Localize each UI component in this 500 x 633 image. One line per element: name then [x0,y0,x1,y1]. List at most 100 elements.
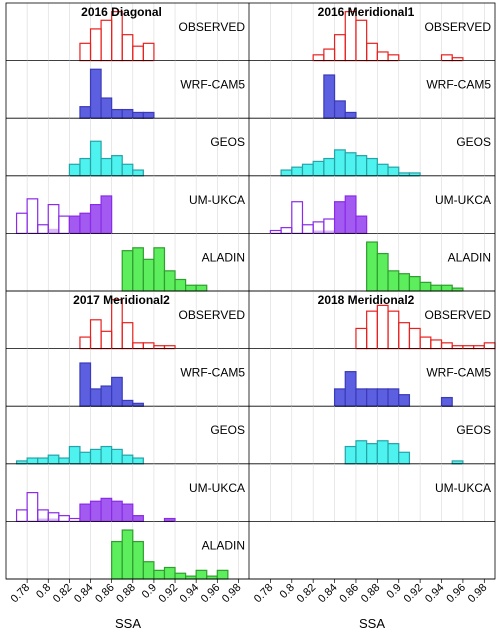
model-label-1-3: UM-UKCA [435,193,491,207]
bar-2-3-9 [111,500,123,522]
bar-2-3-11 [132,515,144,523]
bar-2-4-9 [206,575,218,580]
bar-2-3-6 [79,503,92,522]
bar-1-1-2 [344,111,357,119]
x-tick-label-3-8: 0.94 [423,582,447,606]
bar-2-0-4 [121,322,134,350]
bar-1-4-8 [451,287,464,292]
bar-3-0-1 [366,310,378,350]
bar-3-1-7 [440,396,453,407]
bar-0-1-5 [132,111,144,119]
bar-3-0-12 [483,342,496,350]
bar-2-1-2 [100,385,113,407]
bar-2-0-0 [79,336,92,350]
bar-0-4-0 [121,250,134,292]
x-tick-label-2-2: 0.82 [51,582,75,606]
bar-light-2-3-0 [37,518,49,522]
bar-1-3-0 [269,229,282,235]
bar-3-1-1 [344,371,357,407]
bar-1-2-7 [355,155,368,177]
bar-1-3-3 [301,224,314,234]
bar-2-1-1 [89,388,102,407]
bar-0-4-3 [153,247,166,292]
model-label-2-2: GEOS [210,423,245,437]
panel-title-1: 2016 Meridional1 [318,5,415,19]
bar-3-0-11 [473,345,485,350]
bar-3-0-2 [376,304,389,350]
x-tick-label-3-6: 0.9 [385,582,404,601]
bar-2-0-7 [153,345,166,350]
bar-2-4-2 [132,540,144,580]
bar-1-3-7 [344,195,357,235]
bar-1-0-5 [366,42,378,62]
bar-3-2-4 [387,443,400,465]
bar-0-4-1 [132,247,144,292]
bar-1-4-3 [398,273,411,292]
bar-3-2-2 [366,443,378,465]
bar-1-3-8 [355,215,368,234]
bar-2-2-5 [68,445,81,465]
bar-1-1-1 [333,100,346,119]
x-tick-label-2-5: 0.88 [114,582,138,606]
bar-1-0-2 [333,34,346,62]
bar-2-2-11 [132,457,144,465]
panel-3: OBSERVED WRF-CAM5 GEOS UM-UKCA 2018 Meridion… [249,291,496,606]
bar-2-3-0 [15,509,28,523]
bar-0-1-4 [121,108,134,119]
bar-2-0-5 [132,342,144,350]
model-label-0-2: GEOS [210,135,245,149]
bar-0-2-2 [89,140,102,177]
bar-0-3-8 [100,195,113,235]
x-tick-label-3-9: 0.96 [444,582,468,606]
bar-1-3-2 [291,201,304,235]
panel-2: OBSERVED WRF-CAM5 GEOS UM-UKCA ALADIN 2017 Me… [6,291,249,605]
bar-2-2-10 [121,454,134,465]
bar-2-3-8 [100,497,113,522]
x-tick-label-3-2: 0.82 [295,582,319,606]
bar-1-4-7 [440,284,453,292]
x-tick-label-2-10: 0.98 [220,582,244,606]
model-label-3-2: GEOS [456,423,491,437]
bar-0-3-5 [68,215,81,234]
bar-light-0-3-0 [48,228,59,234]
bar-0-4-7 [195,284,208,292]
bar-0-3-4 [58,215,70,234]
bar-0-4-2 [142,258,155,292]
bar-3-0-3 [387,310,400,350]
bar-1-0-8 [440,54,453,62]
bar-0-1-2 [100,97,113,119]
bar-1-2-11 [398,172,411,177]
bar-2-3-10 [121,503,134,522]
bar-3-2-3 [376,440,389,465]
bar-3-2-0 [344,445,357,465]
bar-1-4-2 [387,270,400,292]
bar-2-3-4 [58,515,70,523]
bar-0-2-4 [111,155,123,177]
bar-1-2-8 [366,157,378,177]
bar-0-1-3 [111,108,123,119]
bar-1-0-9 [451,57,464,62]
model-label-3-0: OBSERVED [425,308,492,322]
bar-0-2-1 [79,157,92,177]
bar-3-2-1 [355,440,368,465]
bar-1-0-4 [355,19,368,62]
bar-3-0-7 [430,339,443,350]
bar-1-3-6 [333,201,346,235]
bar-2-2-2 [37,457,49,465]
panels: OBSERVED WRF-CAM5 GEOS UM-UKCA ALADIN 2016 Di… [5,2,496,606]
model-label-0-4: ALADIN [202,250,245,264]
model-label-2-0: OBSERVED [179,308,246,322]
model-label-1-2: GEOS [456,135,491,149]
bar-0-2-3 [100,157,113,177]
model-label-2-4: ALADIN [202,538,245,552]
x-axis-label-right: SSA [359,616,385,631]
bar-1-0-7 [387,54,400,62]
x-tick-label-2-0: 0.78 [9,582,33,606]
x-axis-label-left: SSA [115,616,141,631]
bar-2-0-1 [89,319,102,350]
bar-0-0-0 [79,42,92,62]
bar-3-1-0 [333,388,346,407]
bar-1-2-4 [323,157,336,177]
bar-2-0-8 [163,345,176,350]
bar-2-2-4 [58,457,70,465]
